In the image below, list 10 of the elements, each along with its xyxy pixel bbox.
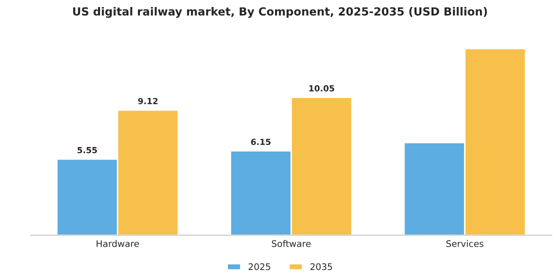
data-label: 9.12: [138, 98, 158, 104]
x-tick-label: Software: [272, 240, 311, 248]
data-label: 5.55: [78, 147, 97, 154]
x-tick-label: Services: [446, 240, 484, 248]
legend-label: 2025: [248, 263, 270, 270]
data-label: 6.15: [251, 138, 271, 146]
data-label: 10.05: [309, 85, 334, 92]
legend-label: 2035: [310, 263, 332, 270]
x-tick-label: Hardware: [96, 240, 139, 248]
chart-title: US digital railway market, By Component, 2025-2035 (USD Billion): [73, 7, 487, 18]
